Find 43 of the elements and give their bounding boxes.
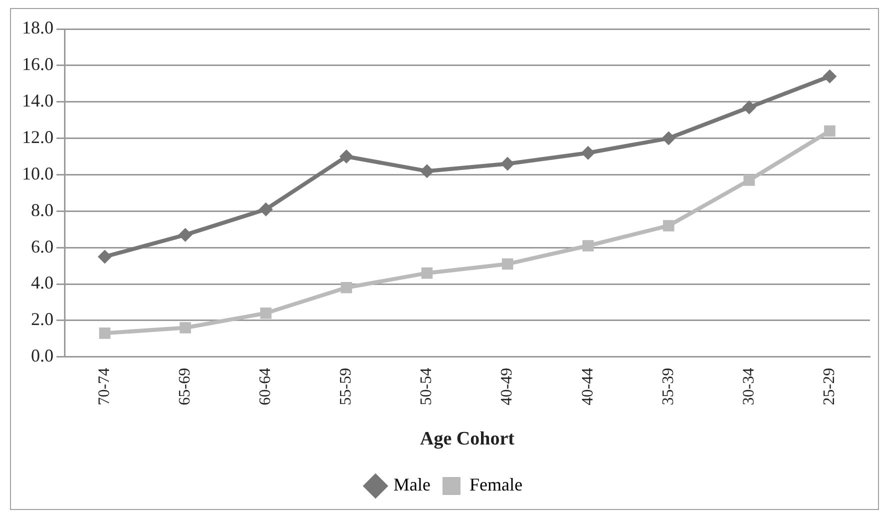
x-tick-label: 30-34	[740, 368, 758, 406]
point	[420, 164, 434, 178]
point	[178, 228, 192, 242]
y-tick-label: 10.0	[22, 163, 54, 184]
x-tick-label: 40-49	[498, 368, 516, 406]
point	[744, 174, 755, 186]
y-tick-label: 12.0	[22, 127, 54, 148]
x-tick-label: 60-64	[257, 368, 274, 406]
x-tick-label: 40-44	[579, 368, 596, 406]
point	[340, 282, 352, 294]
point	[662, 220, 674, 232]
x-tick-label: 25-29	[820, 368, 838, 406]
y-tick-label: 4.0	[31, 272, 54, 293]
point	[421, 267, 433, 279]
legend-label: Female	[470, 474, 522, 495]
point	[500, 156, 515, 171]
x-tick-label: 65-69	[176, 368, 194, 406]
point	[822, 69, 837, 84]
x-tick-label: 50-54	[418, 368, 436, 406]
x-tick-label: 35-39	[660, 368, 677, 406]
y-tick-label: 8.0	[31, 200, 54, 220]
point	[581, 146, 596, 160]
point	[824, 125, 836, 137]
y-tick-label: 2.0	[31, 309, 54, 330]
point	[258, 202, 273, 216]
point	[180, 322, 191, 334]
x-axis-title: Age Cohort	[420, 428, 516, 450]
point	[99, 328, 110, 339]
point	[98, 250, 112, 264]
point	[260, 308, 272, 319]
y-tick-label: 14.0	[22, 90, 54, 111]
point	[662, 131, 676, 146]
point	[502, 258, 514, 270]
point	[582, 240, 594, 252]
y-tick-label: 18.0	[22, 18, 54, 38]
x-tick-label: 70-74	[96, 368, 113, 406]
y-tick-label: 0.0	[31, 346, 54, 366]
x-tick-label: 55-59	[338, 368, 355, 406]
point	[742, 100, 756, 114]
legend-label: Male	[394, 474, 431, 495]
point	[339, 150, 354, 164]
y-tick-label: 6.0	[31, 236, 54, 256]
y-tick-label: 16.0	[22, 54, 54, 74]
